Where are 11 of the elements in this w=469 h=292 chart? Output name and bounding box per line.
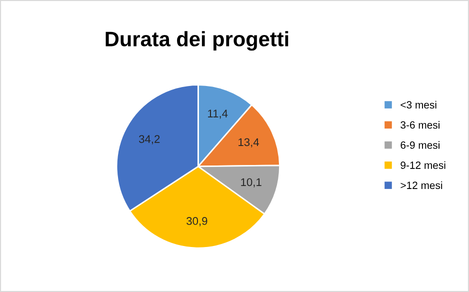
chart-title: Durata dei progetti (106, 31, 288, 51)
data-label: 13,4 (238, 138, 259, 148)
data-label: 10,1 (241, 178, 262, 188)
legend-label: 3-6 mesi (400, 121, 440, 129)
data-label: 34,2 (138, 135, 160, 144)
data-label: 11,4 (208, 110, 228, 119)
legend-label: <3 mesi (400, 100, 436, 109)
legend-label: 6-9 mesi (400, 141, 440, 149)
data-label: 30,9 (186, 217, 208, 226)
legend-label: 9-12 mesi (400, 161, 446, 169)
legend-label: >12 mesi (400, 181, 442, 190)
